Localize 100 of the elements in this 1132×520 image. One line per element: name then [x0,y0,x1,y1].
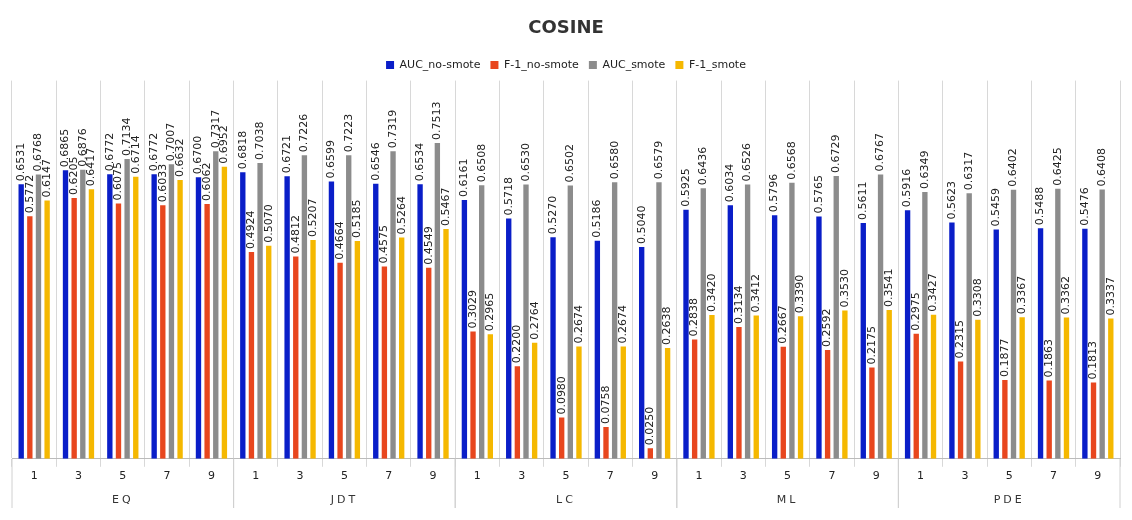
bar [567,185,573,459]
data-label: 0.2200 [510,324,524,364]
data-label: 0.4575 [377,225,391,264]
bar [1063,317,1070,459]
data-label: 0.7038 [252,121,266,161]
data-label: 0.3541 [882,268,896,307]
bar [390,151,396,459]
bar [177,180,183,459]
bar [797,316,804,459]
data-label: 0.0980 [554,376,568,415]
x-tick-label: 3 [518,469,526,483]
x-tick-label: 3 [74,469,82,483]
text: JDT [329,492,359,506]
bar [744,184,751,459]
data-label: 0.5264 [394,196,408,235]
bar [639,247,645,459]
bar [664,347,671,459]
x-tick-label: 9 [651,469,659,483]
bar [824,349,831,459]
data-label: 0.5186 [590,199,604,238]
data-label: 0.6818 [235,130,249,170]
bar [957,361,964,459]
bar [44,200,50,459]
bar [514,366,521,459]
bar [88,189,95,459]
data-label: 0.2315 [953,320,967,359]
bar [993,229,999,459]
bar [949,222,955,459]
bar [310,239,316,459]
data-label: 0.3362 [1059,276,1073,315]
data-label: 0.4549 [421,226,435,265]
x-tick-label: 9 [429,469,437,483]
bar [860,223,866,459]
bar [293,256,299,459]
data-label: 0.5207 [305,198,319,237]
data-label: 0.6408 [1095,148,1109,187]
x-tick-label: 3 [296,469,304,483]
bar [213,151,219,459]
legend-label: AUC_no-smote [399,57,481,71]
data-label: 0.3420 [704,273,718,313]
bar [620,346,626,459]
bar [18,184,24,459]
bar [470,331,476,459]
data-label: 0.7223 [341,113,355,153]
x-tick-label: 1 [30,469,38,483]
bar [168,164,175,459]
legend-label: F-1_no-smote [503,57,580,71]
data-label: 0.5796 [767,173,781,213]
bar [1108,318,1114,459]
data-label: 0.3412 [749,273,763,313]
bar [913,333,919,459]
data-label: 0.6534 [412,142,426,182]
bar [771,215,778,459]
text: PDE [993,492,1025,506]
data-label: 0.2175 [864,325,878,365]
bar [1002,379,1008,459]
bar [487,334,493,459]
bar [354,240,361,459]
data-label: 0.6580 [607,140,621,180]
data-label: 0.1877 [997,338,1011,377]
x-tick-label: 5 [340,469,348,483]
x-tick-label: 1 [695,469,703,483]
x-tick-label: 3 [739,469,747,483]
bar [346,155,352,459]
bar [248,251,255,459]
data-label: 0.3427 [926,273,940,312]
data-label: 0.5185 [350,199,364,238]
data-label: 0.5623 [944,181,958,220]
bar [195,177,202,459]
bar [417,184,423,459]
data-label: 0.3390 [793,274,807,314]
bar [443,229,449,459]
x-tick-label: 7 [385,469,393,483]
bar [124,159,130,459]
bar [576,346,582,459]
data-label: 0.2667 [776,305,790,344]
x-tick-label: 5 [1005,469,1013,483]
bar [71,198,77,459]
bar [80,169,86,459]
bar [204,204,210,459]
data-label: 0.3134 [731,285,745,325]
data-label: 0.7513 [430,101,444,141]
bar [151,174,157,459]
x-tick-label: 7 [606,469,614,483]
bar [559,417,565,459]
data-label: 0.7226 [297,113,311,153]
bar [373,183,379,459]
bar [966,193,972,459]
x-tick-label: 5 [562,469,570,483]
bar [1046,380,1052,459]
bar [877,174,884,459]
bar [257,163,263,459]
bar [1010,189,1017,459]
data-label: 0.5270 [545,195,559,235]
text: LC [556,492,576,506]
chart-title: COSINE [528,16,604,38]
data-label: 0.6502 [563,144,577,183]
data-label: 0.0758 [598,385,612,424]
data-label: 0.2965 [483,292,497,332]
bar [1099,189,1105,459]
